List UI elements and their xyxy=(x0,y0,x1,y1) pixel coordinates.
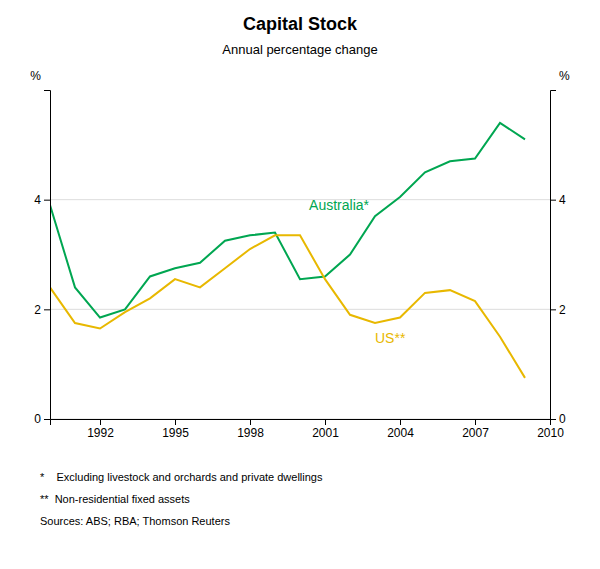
title: Capital Stock xyxy=(243,14,358,34)
tick-label: 2007 xyxy=(462,426,489,440)
tick-label: 2004 xyxy=(387,426,414,440)
tick: 4 xyxy=(550,193,566,207)
tick-mark xyxy=(44,419,50,420)
y-axis-label: % xyxy=(30,69,41,83)
y2-axis-label: % xyxy=(559,69,570,83)
series-label: Australia* xyxy=(309,197,369,213)
y2-axis: 0 2 4 xyxy=(550,91,566,427)
chart-svg: Capital Stock Annual percentage change Aus… xyxy=(0,0,600,569)
footnotes: * Excluding livestock and orchards and p… xyxy=(40,471,323,527)
tick-label: 4 xyxy=(34,193,41,207)
axis-line xyxy=(51,420,551,426)
tick-label: 2 xyxy=(34,303,41,317)
tick-mark xyxy=(100,419,101,425)
grid-line xyxy=(50,199,550,200)
tick-label: 1998 xyxy=(237,426,264,440)
tick-label: 1992 xyxy=(87,426,114,440)
tick: 0 xyxy=(550,412,566,426)
tick: 2007 xyxy=(462,419,489,440)
axis-line xyxy=(551,91,557,420)
tick: 4 xyxy=(34,193,50,207)
tick: 1992 xyxy=(87,419,114,440)
tick-mark xyxy=(475,419,476,425)
tick: 2001 xyxy=(312,419,339,440)
tick: 2 xyxy=(34,303,50,317)
tick-mark xyxy=(44,309,50,310)
tick: 2 xyxy=(550,303,566,317)
tick: 1995 xyxy=(162,419,189,440)
axis-line xyxy=(44,91,51,420)
tick-label: 2010 xyxy=(537,426,564,440)
tick-label: 1995 xyxy=(162,426,189,440)
tick-mark xyxy=(325,419,326,425)
tick-label: 0 xyxy=(34,412,41,426)
subtitle: Annual percentage change xyxy=(222,42,377,57)
footnote: * Excluding livestock and orchards and p… xyxy=(40,471,323,483)
tick-label: 0 xyxy=(559,412,566,426)
tick: 1998 xyxy=(237,419,264,440)
series-line xyxy=(50,123,525,318)
plot: Australia*US**19921995199820012004200720… xyxy=(30,69,570,440)
tick-mark xyxy=(550,309,556,310)
tick-label: 2001 xyxy=(312,426,339,440)
tick-mark xyxy=(400,419,401,425)
footnote: Sources: ABS; RBA; Thomson Reuters xyxy=(40,515,230,527)
chart-container: Capital Stock Annual percentage change Aus… xyxy=(0,0,600,569)
x-axis: 1992 1995 1998 2001 2004 2007 2010 xyxy=(51,419,565,440)
tick-label: 4 xyxy=(559,193,566,207)
tick-mark xyxy=(44,200,50,201)
series-label: US** xyxy=(375,330,406,346)
tick-label: 2 xyxy=(559,303,566,317)
tick-mark xyxy=(175,419,176,425)
tick-mark xyxy=(550,200,556,201)
tick-mark xyxy=(550,419,556,420)
series-line xyxy=(50,235,525,378)
series-labels: Australia* US** xyxy=(309,197,406,346)
tick-mark xyxy=(250,419,251,425)
footnote: ** Non-residential fixed assets xyxy=(40,493,190,505)
y-axis: 0 2 4 xyxy=(34,91,50,427)
tick: 0 xyxy=(34,412,50,426)
series-group xyxy=(50,123,525,378)
tick: 2004 xyxy=(387,419,414,440)
